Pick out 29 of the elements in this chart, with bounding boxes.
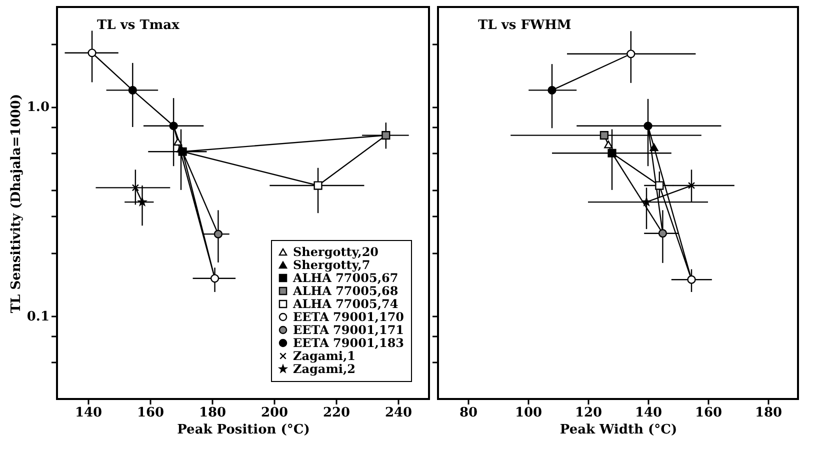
legend-label: Shergotty,20 — [293, 245, 379, 259]
legend-label: EETA 79001,171 — [293, 323, 404, 337]
legend-label: ALHA 77005,68 — [292, 284, 398, 298]
x-tick-label: 200 — [260, 406, 288, 420]
x-tick-label: 80 — [459, 406, 478, 420]
x-tick-label: 120 — [574, 406, 602, 420]
x-tick-label: 240 — [384, 406, 412, 420]
x-tick-label: 140 — [634, 406, 662, 420]
legend-label: Shergotty,7 — [293, 258, 370, 272]
legend-label: Zagami,2 — [293, 362, 356, 376]
x-tick-label: 160 — [136, 406, 164, 420]
x-tick-label: 180 — [198, 406, 226, 420]
legend-label: EETA 79001,183 — [293, 336, 404, 350]
text: TL vs FWHM — [478, 18, 572, 33]
x-tick-label: 180 — [754, 406, 782, 420]
x-axis-title: Peak Width (°C) — [560, 422, 678, 438]
x-tick-label: 100 — [514, 406, 542, 420]
legend-label: ALHA 77005,67 — [292, 271, 398, 285]
y-tick-label: 1.0 — [26, 100, 50, 116]
legend-label: Zagami,1 — [293, 349, 356, 363]
text: TL vs Tmax — [97, 18, 180, 33]
x-tick-label: 160 — [694, 406, 722, 420]
legend-label: ALHA 77005,74 — [292, 297, 398, 311]
x-tick-label: 140 — [74, 406, 102, 420]
y-axis-title: TL Sensitivity (Dhajala=1000) — [8, 94, 24, 314]
x-axis-title: Peak Position (°C) — [177, 422, 310, 438]
x-tick-label: 220 — [322, 406, 350, 420]
legend-label: EETA 79001,170 — [293, 310, 404, 324]
y-tick-label: 0.1 — [26, 309, 50, 324]
